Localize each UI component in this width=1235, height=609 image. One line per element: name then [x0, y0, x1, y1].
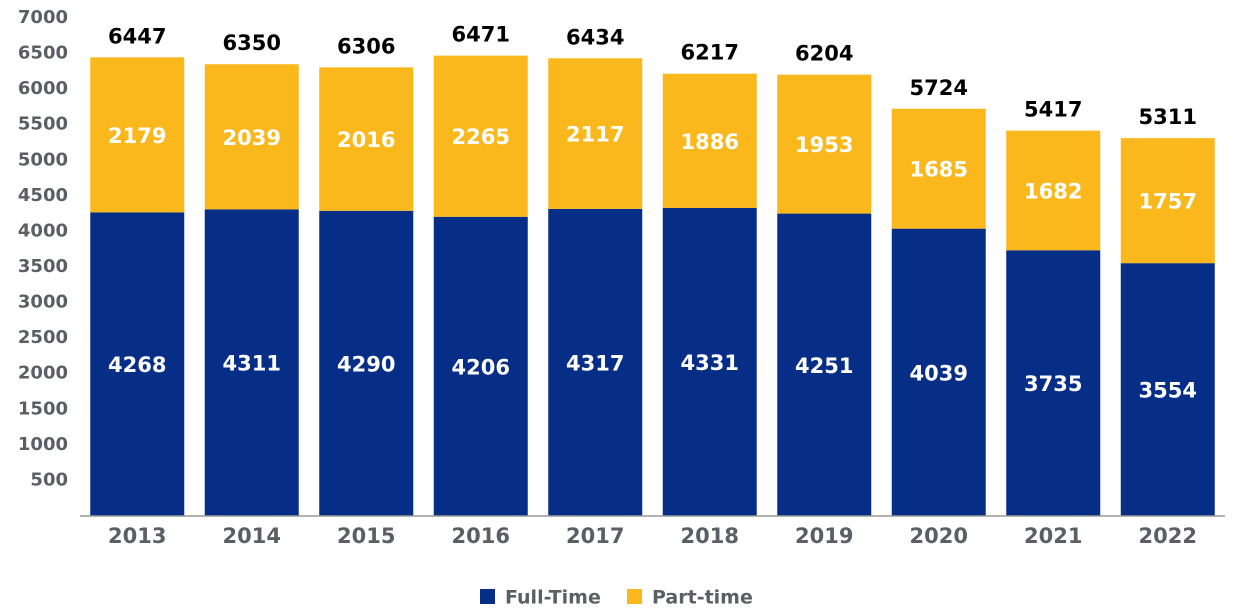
bar-segment [777, 213, 872, 516]
y-tick-label: 3500 [18, 256, 68, 277]
value-label: 2265 [452, 125, 510, 149]
bar-segment [319, 67, 414, 211]
y-tick-label: 2000 [18, 363, 68, 384]
total-label: 6471 [452, 23, 510, 47]
y-tick-label: 6500 [18, 43, 68, 64]
total-label: 5311 [1139, 105, 1197, 129]
value-label: 4290 [337, 352, 395, 376]
value-label: 1886 [681, 130, 739, 154]
value-label: 1757 [1139, 190, 1197, 214]
x-tick-label: 2018 [681, 524, 739, 548]
value-label: 1953 [795, 133, 853, 157]
value-label: 2117 [566, 123, 624, 147]
value-label: 4268 [108, 353, 166, 377]
total-label: 5724 [910, 76, 968, 100]
x-tick-label: 2020 [910, 524, 968, 548]
bar-segment [662, 73, 757, 208]
x-tick-label: 2022 [1139, 524, 1197, 548]
bar-segment [891, 228, 986, 517]
legend-label: Full-Time [505, 587, 601, 609]
total-label: 6447 [108, 24, 166, 48]
value-label: 4039 [910, 361, 968, 385]
total-label: 6434 [566, 25, 624, 49]
value-label: 3554 [1139, 379, 1197, 403]
x-tick-label: 2017 [566, 524, 624, 548]
total-label: 5417 [1024, 98, 1082, 122]
y-tick-label: 7000 [18, 7, 68, 28]
y-tick-label: 3000 [18, 292, 68, 313]
bar-segment [204, 64, 299, 210]
value-label: 2179 [108, 124, 166, 148]
bar-segment [1120, 263, 1215, 516]
y-tick-label: 2500 [18, 327, 68, 348]
bar-segment [1006, 130, 1101, 251]
legend-label: Part-time [652, 587, 753, 609]
value-label: 3735 [1024, 372, 1082, 396]
bar-segment [90, 212, 185, 516]
bar-segment [891, 108, 986, 229]
total-label: 6306 [337, 34, 395, 58]
bar-segment [777, 74, 872, 214]
bar-segment [662, 207, 757, 516]
value-label: 1685 [910, 158, 968, 182]
total-label: 6217 [681, 41, 739, 65]
y-tick-label: 5000 [18, 149, 68, 170]
legend-swatch [627, 589, 642, 604]
x-tick-label: 2015 [337, 524, 395, 548]
value-label: 4331 [681, 351, 739, 375]
y-tick-label: 4500 [18, 185, 68, 206]
x-tick-label: 2016 [452, 524, 510, 548]
y-tick-label: 1500 [18, 398, 68, 419]
value-label: 2016 [337, 128, 395, 152]
bar-segment [204, 209, 299, 516]
bar-segment [433, 216, 528, 517]
bar-segment [548, 208, 643, 516]
bar-segment [90, 57, 185, 213]
y-tick-label: 4000 [18, 220, 68, 241]
value-label: 4311 [223, 352, 281, 376]
value-label: 1682 [1024, 179, 1082, 203]
x-tick-label: 2021 [1024, 524, 1082, 548]
legend-swatch [480, 589, 495, 604]
bar-segment [548, 58, 643, 209]
x-tick-label: 2014 [223, 524, 281, 548]
y-tick-label: 500 [30, 469, 68, 490]
total-label: 6350 [223, 31, 281, 55]
x-tick-label: 2013 [108, 524, 166, 548]
x-tick-label: 2019 [795, 524, 853, 548]
bar-segment [433, 55, 528, 217]
y-tick-label: 6000 [18, 78, 68, 99]
total-label: 6204 [795, 42, 853, 66]
bar-segment [319, 210, 414, 516]
y-tick-label: 5500 [18, 114, 68, 135]
value-label: 4251 [795, 354, 853, 378]
value-label: 4317 [566, 351, 624, 375]
y-tick-label: 1000 [18, 434, 68, 455]
bar-segment [1120, 138, 1215, 264]
value-label: 4206 [452, 355, 510, 379]
bar-segment [1006, 250, 1101, 516]
value-label: 2039 [223, 126, 281, 150]
